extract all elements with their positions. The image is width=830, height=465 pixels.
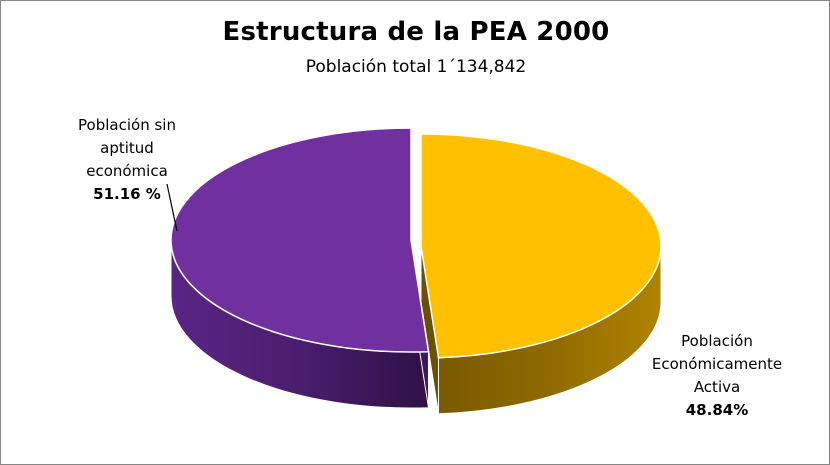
slice-value-pea: 48.84% xyxy=(685,401,749,419)
slice-name-pea: Población Económicamente Activa xyxy=(651,332,783,396)
pie-tops xyxy=(170,127,662,359)
slice-name-sin-aptitud: Población sin aptitud económica xyxy=(78,116,176,180)
chart-title: Estructura de la PEA 2000 xyxy=(222,17,610,47)
pie-slice-pea xyxy=(420,133,662,359)
pie-slice-sin-aptitud xyxy=(170,127,430,353)
slice-label-pea: Población Económicamente Activa 48.84% xyxy=(623,307,811,445)
pie-leaders xyxy=(166,183,178,232)
slice-label-sin-aptitud: Población sin aptitud económica 51.16 % xyxy=(57,91,197,229)
leader-line-sin-aptitud xyxy=(166,183,178,232)
slice-value-sin-aptitud: 51.16 % xyxy=(93,185,161,203)
chart-subtitle: Población total 1´134,842 xyxy=(305,57,527,77)
